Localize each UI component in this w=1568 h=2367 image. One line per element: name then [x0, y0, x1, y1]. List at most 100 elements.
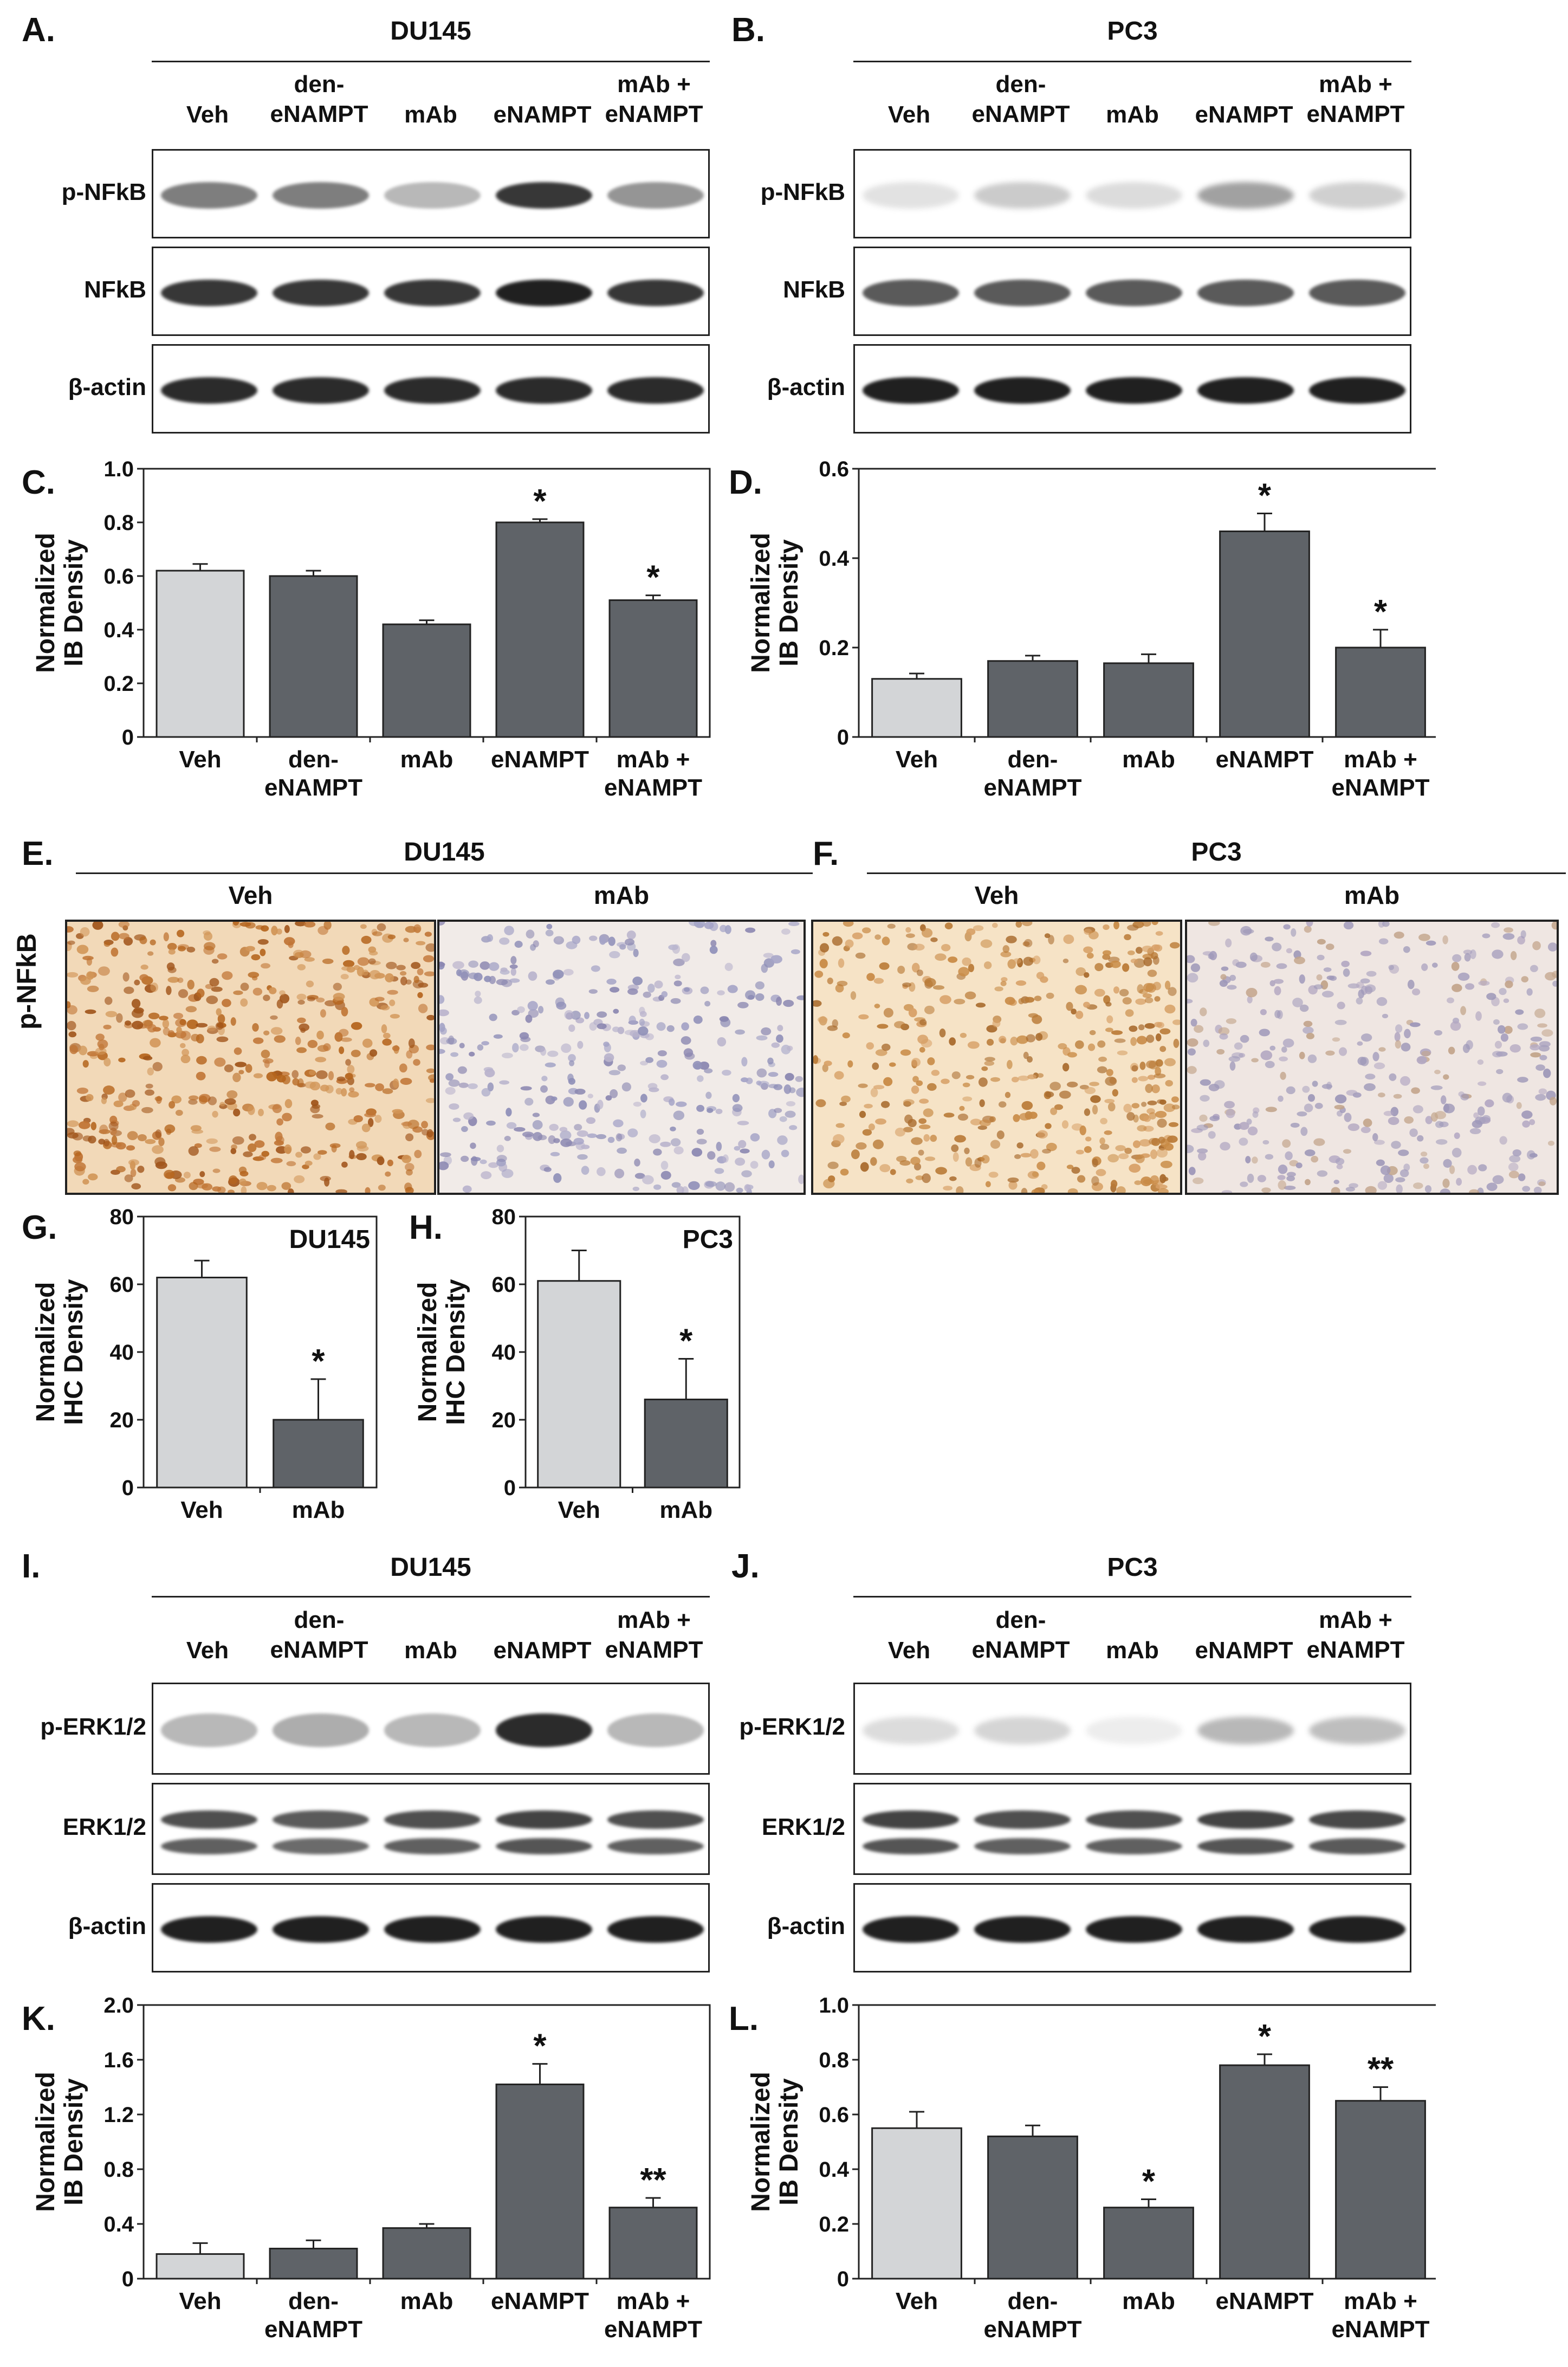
bar — [382, 623, 471, 738]
blot-row-label: β-actin — [68, 1912, 146, 1939]
bar — [495, 2083, 585, 2280]
panel-i-title: DU145 — [390, 1553, 471, 1582]
blot-band — [1197, 182, 1294, 209]
y-axis-label: Normalized IB Density — [747, 2072, 804, 2212]
ihc-nuclei-texture — [67, 922, 434, 1193]
blot-band — [161, 1916, 257, 1943]
blot-band — [607, 1810, 704, 1829]
x-category-label: den- — [288, 746, 339, 773]
lane-label: eNAMPT — [1195, 101, 1293, 128]
blot-band — [1197, 1838, 1294, 1855]
panel-f-title: PC3 — [1191, 838, 1242, 866]
y-tick-label: 0.4 — [103, 2213, 134, 2236]
blot-strip — [853, 247, 1411, 336]
bar — [1335, 2100, 1426, 2280]
blot-band — [863, 279, 959, 307]
x-category-label: eNAMPT — [1216, 746, 1314, 773]
blot-band — [384, 1916, 481, 1943]
chart-h: 0 20 40 60 80 Normalized IHC Density Veh * mAb PC3 — [413, 1206, 741, 1523]
panel-i-rule — [152, 1596, 710, 1598]
y-tick-label: 60 — [492, 1273, 516, 1297]
y-tick-label: 20 — [110, 1408, 134, 1432]
lane-label: mAb + eNAMPT — [1306, 1607, 1405, 1663]
blot-band — [161, 377, 257, 404]
svg-text:Normalized: Normalized — [747, 2072, 775, 2212]
blot-band — [607, 1713, 704, 1747]
significance-marker: * — [1258, 2018, 1272, 2055]
blot-strip — [152, 1683, 710, 1775]
blot-band — [384, 1713, 481, 1747]
blot-band — [1309, 1716, 1405, 1744]
y-tick-label: 1.0 — [103, 461, 134, 481]
blot-band — [384, 1810, 481, 1829]
blot-band — [974, 1838, 1071, 1855]
blot-row-label: β-actin — [767, 373, 845, 400]
blot-strip — [152, 344, 710, 434]
blot-band — [496, 377, 592, 404]
bar — [269, 575, 358, 738]
panel-a-rule — [152, 61, 710, 62]
blot-band — [273, 1916, 369, 1943]
y-tick-label: 0 — [122, 1476, 134, 1500]
panel-j-title: PC3 — [1107, 1553, 1158, 1582]
svg-text:Normalized: Normalized — [31, 2072, 60, 2212]
blot-band — [496, 182, 592, 209]
y-tick-label: 0.8 — [103, 511, 134, 535]
x-category-label: eNAMPT — [604, 774, 702, 801]
lane-label: mAb — [404, 1637, 457, 1664]
chart-g: 0 20 40 60 80 Normalized IHC Density Veh * mAb DU1… — [31, 1206, 378, 1523]
x-category-label: mAb + — [1344, 746, 1417, 773]
blot-strip — [152, 149, 710, 238]
x-category-label: eNAMPT — [984, 774, 1082, 801]
chart-c: 0 0.2 0.4 0.6 0.8 1.0 Normalized IB Density Veh d… — [31, 461, 711, 801]
blot-band — [974, 1810, 1071, 1829]
x-category-label: Veh — [896, 746, 938, 773]
ihc-nuclei-texture — [1187, 922, 1557, 1193]
panel-e-title: DU145 — [404, 838, 485, 866]
bar — [987, 660, 1078, 738]
y-tick-label: 1.0 — [819, 1994, 849, 2017]
blot-band — [1309, 1916, 1405, 1943]
svg-text:IB Density: IB Density — [60, 539, 88, 667]
ihc-nuclei-texture — [439, 922, 804, 1193]
x-category-label: mAb + — [1344, 2288, 1417, 2314]
lane-label: mAb — [1106, 1637, 1159, 1664]
bar — [644, 1399, 728, 1489]
panel-j-rule — [853, 1596, 1411, 1598]
blot-band — [1197, 377, 1294, 404]
y-tick-label: 0.4 — [819, 2158, 849, 2182]
blot-strip — [152, 1783, 710, 1875]
ihc-e-mab-label: mAb — [593, 881, 650, 909]
blot-band — [863, 182, 959, 209]
blot-band — [496, 1916, 592, 1943]
ihc-f-mab-label: mAb — [1344, 881, 1400, 909]
lane-label: den-eNAMPT — [270, 71, 368, 127]
panel-label-h: H. — [409, 1209, 443, 1246]
chart-inset-label: DU145 — [289, 1225, 370, 1254]
blot-row-label: NFkB — [783, 276, 845, 303]
panel-label-c: C. — [22, 464, 55, 501]
ihc-image-pc3-mab — [1185, 920, 1559, 1195]
ihc-image-pc3-veh — [811, 920, 1182, 1195]
blot-band — [1309, 279, 1405, 307]
svg-text:Normalized: Normalized — [31, 1282, 60, 1422]
blot-band — [1197, 1810, 1294, 1829]
panel-label-d: D. — [729, 464, 762, 501]
blot-strip — [853, 1883, 1411, 1972]
blot-band — [607, 377, 704, 404]
lane-label: Veh — [887, 1637, 931, 1664]
x-category-label: den- — [1008, 2288, 1058, 2314]
bar — [537, 1280, 621, 1489]
lane-label: den-eNAMPT — [270, 1607, 368, 1663]
x-category-label: mAb — [1122, 2288, 1175, 2314]
svg-text:Normalized: Normalized — [747, 533, 775, 673]
blot-band — [1309, 1810, 1405, 1829]
y-tick-label: 60 — [110, 1273, 134, 1297]
x-category-label: den- — [1008, 746, 1058, 773]
blot-row-label: p-ERK1/2 — [40, 1713, 146, 1740]
significance-marker: ** — [1368, 2051, 1394, 2088]
lane-label: den-eNAMPT — [971, 1607, 1070, 1663]
lane-label: Veh — [186, 101, 229, 128]
bar — [1103, 662, 1194, 738]
lane-label: Veh — [887, 101, 931, 128]
